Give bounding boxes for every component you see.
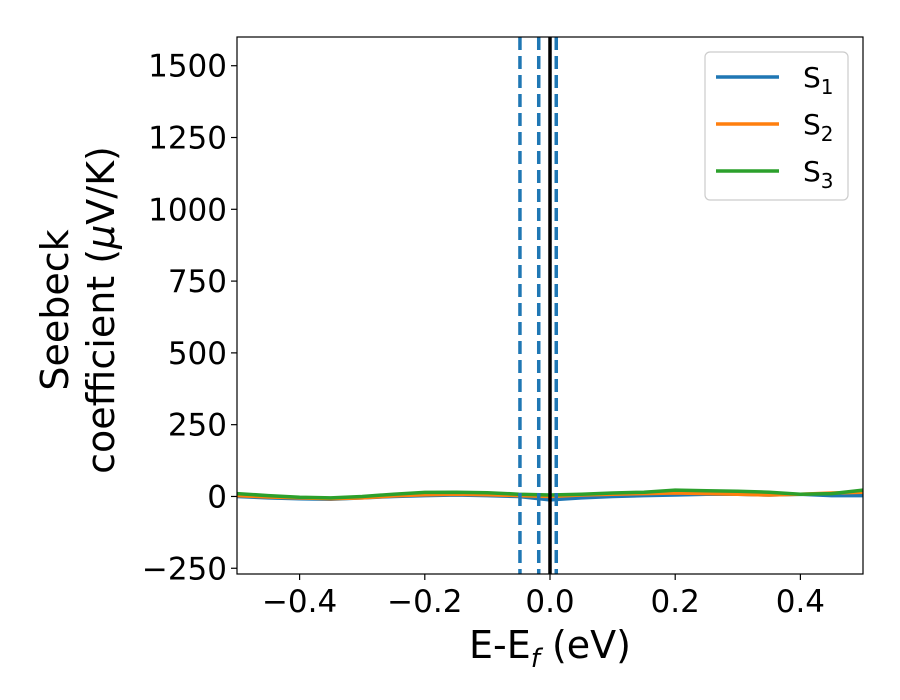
y-tick-label: 500: [168, 336, 227, 372]
legend-label-subscript: 1: [821, 75, 834, 99]
legend-label-S2: S2: [803, 108, 834, 146]
legend-label-S3: S3: [803, 155, 834, 193]
chart-marks: [236, 37, 864, 574]
legend-box: [704, 51, 849, 201]
y-tick-label: 1500: [148, 49, 227, 85]
y-axis-label-line1: Seebeck: [33, 229, 77, 390]
x-axis-label-unit: (eV): [540, 623, 631, 667]
y-axis-label-unit: V/K): [79, 146, 123, 225]
y-axis-label-prefix: coefficient (: [79, 249, 123, 474]
legend-label-S1: S1: [803, 61, 834, 99]
y-tick-label: 250: [168, 408, 227, 444]
legend-label-subscript: 3: [821, 169, 834, 193]
legend-label-main: S: [803, 108, 821, 141]
legend-label-subscript: 2: [821, 122, 834, 146]
legend-label-main: S: [803, 155, 821, 188]
axis-ticks: −0.4 −0.2 0.0 0.2 0.4 −250 0 250 500 750 1000 1250 1…: [142, 49, 825, 620]
y-tick-label: −250: [142, 551, 227, 587]
x-tick-label: 0.4: [776, 584, 825, 620]
x-tick-label: 0.0: [525, 584, 574, 620]
y-tick-label: 1000: [148, 192, 227, 228]
x-axis-label-main: E-E: [469, 623, 531, 667]
x-axis-label: E-Ef (eV): [469, 623, 631, 674]
plot-frame: [236, 36, 864, 575]
x-tick-label: −0.2: [387, 584, 462, 620]
y-tick-label: 0: [207, 479, 227, 515]
x-tick-label: −0.4: [262, 584, 337, 620]
y-tick-label: 750: [168, 264, 227, 300]
y-axis-label-line2: coefficient (μV/K): [79, 146, 123, 474]
x-tick-label: 0.2: [651, 584, 700, 620]
y-axis-label-mu: μ: [79, 225, 123, 250]
legend-label-main: S: [803, 61, 821, 94]
y-tick-label: 1250: [148, 121, 227, 157]
y-axis-label: Seebeck coefficient (μV/K): [33, 146, 123, 474]
